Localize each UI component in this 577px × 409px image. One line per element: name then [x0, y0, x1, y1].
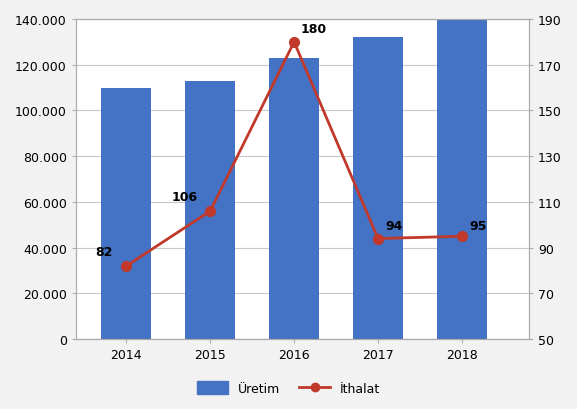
Bar — [269, 59, 319, 339]
İthalat — [459, 234, 466, 239]
İthalat — [291, 40, 298, 45]
İthalat — [123, 264, 130, 269]
Text: 106: 106 — [171, 191, 197, 204]
İthalat — [207, 209, 213, 214]
Legend: Üretim, İthalat: Üretim, İthalat — [193, 378, 384, 399]
Bar — [101, 88, 151, 339]
Bar — [437, 20, 487, 339]
Bar — [353, 38, 403, 339]
Text: 180: 180 — [301, 23, 327, 36]
İthalat — [374, 236, 381, 241]
Text: 95: 95 — [469, 220, 486, 233]
Line: İthalat: İthalat — [121, 38, 467, 271]
Text: 82: 82 — [96, 245, 113, 258]
Bar — [185, 81, 235, 339]
Text: 94: 94 — [385, 219, 402, 232]
